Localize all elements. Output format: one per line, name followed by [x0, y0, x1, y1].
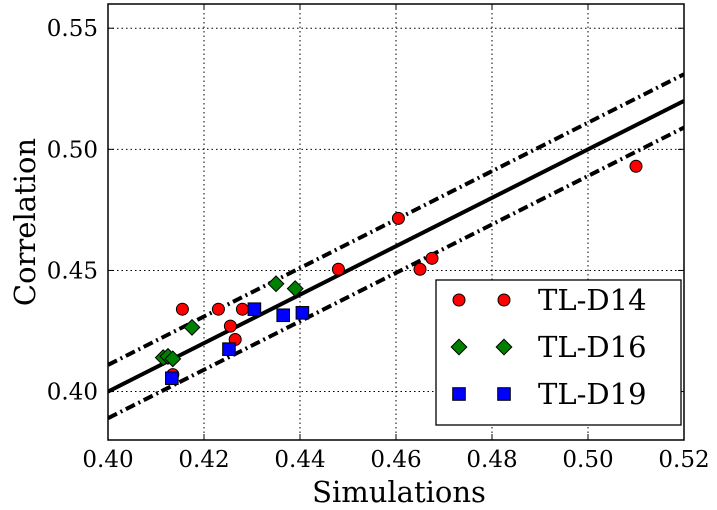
y-axis-label: Correlation — [8, 138, 42, 306]
x-axis-label: Simulations — [312, 475, 486, 509]
square-marker — [165, 371, 179, 386]
y-tick-label: 0.55 — [47, 16, 98, 42]
legend-label: TL-D14 — [538, 283, 647, 317]
circle-marker — [235, 302, 249, 316]
diamond-marker — [164, 350, 182, 368]
square-marker — [247, 302, 262, 316]
square-marker — [222, 342, 236, 356]
data-points — [154, 159, 643, 386]
diamond-marker — [286, 280, 304, 298]
x-tick-label: 0.46 — [370, 447, 421, 473]
diamond-marker — [267, 275, 285, 293]
legend-frame — [435, 279, 682, 426]
circle-marker — [629, 159, 643, 173]
legend-circle-marker — [452, 293, 466, 307]
square-marker — [295, 306, 310, 320]
square-marker — [276, 308, 290, 323]
x-tick-label: 0.50 — [562, 447, 613, 473]
diamond-marker — [183, 318, 201, 336]
x-tick-label: 0.48 — [466, 447, 517, 473]
legend-label: TL-D19 — [538, 377, 647, 411]
x-tick-label: 0.42 — [178, 447, 229, 473]
legend-square-marker — [452, 387, 466, 401]
confidence-band-line — [108, 125, 684, 420]
circle-marker — [413, 262, 427, 276]
y-tick-label: 0.40 — [47, 380, 98, 406]
legend-diamond-marker — [495, 338, 513, 356]
circle-marker — [391, 211, 405, 225]
circle-marker — [175, 302, 189, 316]
regression-line — [108, 99, 684, 394]
legend-diamond-marker — [450, 338, 468, 356]
x-tick-label: 0.52 — [658, 447, 709, 473]
legend-square-marker — [497, 387, 511, 401]
circle-marker — [211, 302, 225, 316]
x-tick-label: 0.44 — [274, 447, 325, 473]
circle-marker — [425, 251, 439, 265]
legend-circle-marker — [497, 293, 511, 307]
legend: TL-D14 TL-D16 TL-D19 — [435, 279, 682, 426]
y-tick-label: 0.45 — [47, 258, 98, 284]
axis-ticks: 0.40 0.42 0.44 0.46 0.48 0.50 0.52 0.40 0.45 0.50… — [47, 4, 710, 473]
x-tick-label: 0.40 — [82, 447, 133, 473]
circle-marker — [331, 262, 345, 276]
legend-label: TL-D16 — [538, 330, 647, 364]
circle-marker — [223, 319, 237, 333]
y-tick-label: 0.50 — [47, 137, 98, 163]
